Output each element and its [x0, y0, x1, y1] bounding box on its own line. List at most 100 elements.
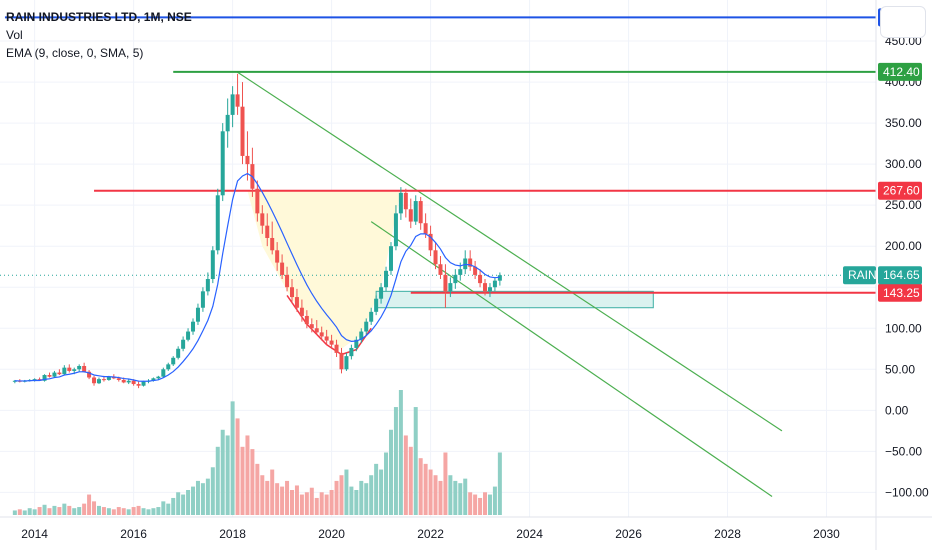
candle-body: [433, 250, 438, 265]
volume-bar: [92, 501, 97, 515]
candle: [52, 370, 57, 378]
candle: [285, 266, 290, 292]
volume-bar: [448, 475, 453, 515]
volume-bar: [106, 508, 111, 515]
candle: [290, 279, 294, 304]
candle-body: [215, 195, 220, 251]
volume-bar: [57, 507, 62, 515]
candle: [329, 334, 334, 349]
candle-body: [468, 258, 473, 267]
volume-bar: [473, 494, 478, 515]
candle-body: [453, 274, 458, 284]
x-tick-label-0: 2014: [21, 527, 48, 541]
candle-body: [280, 262, 285, 275]
candle: [463, 250, 468, 275]
candle: [171, 356, 176, 367]
candle-body: [116, 378, 121, 380]
level-price-tag-3: [878, 283, 922, 302]
x-tick-label-7: 2028: [714, 527, 741, 541]
volume-bar: [67, 505, 72, 515]
candle-body: [47, 375, 52, 377]
candle: [47, 372, 52, 378]
candle-body: [151, 378, 156, 381]
volume-bar: [17, 509, 22, 515]
candle-body: [220, 131, 225, 196]
volume-bar: [453, 480, 458, 515]
candle-body: [384, 270, 389, 288]
volume-bar: [393, 407, 398, 515]
support-zone: [375, 290, 654, 309]
candle-body: [428, 233, 433, 251]
candle: [478, 269, 483, 288]
volume-bar: [200, 483, 205, 515]
volume-indicator-label[interactable]: Vol: [6, 28, 23, 42]
candle: [220, 123, 225, 202]
volume-bar: [309, 487, 314, 515]
volume-bar: [487, 494, 492, 515]
candle-body: [230, 94, 235, 115]
candle-body: [126, 380, 131, 383]
volume-bar: [96, 505, 101, 515]
volume-bar: [255, 463, 260, 515]
candle-body: [413, 201, 418, 222]
volume-bar: [161, 501, 166, 515]
volume-bar: [463, 478, 468, 515]
volume-bar: [468, 492, 473, 515]
candle-body: [369, 311, 374, 322]
candle: [275, 242, 280, 271]
candle: [324, 329, 329, 345]
volume-bar: [87, 494, 92, 515]
volume-bar: [369, 475, 374, 515]
volume-bar: [191, 486, 196, 515]
volume-bar: [116, 507, 121, 515]
volume-bar: [388, 429, 393, 515]
candle: [270, 221, 275, 255]
volume-bar: [403, 435, 408, 515]
y-tick-label-7: 100.00: [885, 321, 922, 335]
candle: [210, 246, 215, 284]
y-tick-label-10: −50.00: [885, 444, 922, 458]
volume-bar: [275, 483, 280, 515]
volume-bar: [497, 452, 502, 515]
candle: [230, 86, 235, 128]
ema-indicator-label[interactable]: EMA (9, close, 0, SMA, 5): [6, 46, 144, 60]
candle: [433, 242, 438, 270]
candle-body: [156, 376, 161, 379]
volume-bar: [304, 492, 309, 515]
volume-bar: [250, 449, 255, 515]
candle: [403, 188, 408, 218]
x-tick-label-1: 2016: [120, 527, 147, 541]
level-price-tag-2: [878, 181, 922, 200]
x-tick-label-6: 2026: [615, 527, 642, 541]
volume-bar: [77, 507, 82, 515]
volume-bar: [334, 480, 339, 515]
level-price-tag-1: [878, 62, 922, 81]
volume-bar: [111, 509, 116, 515]
volume-bar: [156, 507, 161, 515]
current-price-tag: [878, 266, 922, 285]
candle: [473, 260, 478, 280]
candle-body: [205, 279, 210, 292]
candle-body: [354, 339, 359, 348]
volume-bar: [151, 508, 156, 515]
candle-body: [191, 321, 196, 332]
y-tick-label-8: 50.00: [885, 362, 915, 376]
candle-body: [52, 372, 57, 377]
volume-bar: [260, 475, 265, 515]
volume-bar: [131, 507, 136, 515]
candle: [359, 328, 364, 344]
candle-body: [458, 269, 463, 275]
candle-body: [304, 315, 309, 325]
candle-body: [161, 369, 166, 377]
candle: [408, 198, 413, 229]
candle: [369, 307, 374, 325]
trendline-0: [237, 71, 783, 432]
volume-bar: [126, 509, 131, 515]
volume-bar: [62, 503, 67, 515]
candle: [77, 364, 82, 372]
candle: [235, 73, 240, 115]
candle: [126, 379, 131, 385]
symbol-title[interactable]: RAIN INDUSTRIES LTD, 1M, NSE: [6, 10, 192, 24]
chart-settings-button[interactable]: [880, 6, 926, 38]
